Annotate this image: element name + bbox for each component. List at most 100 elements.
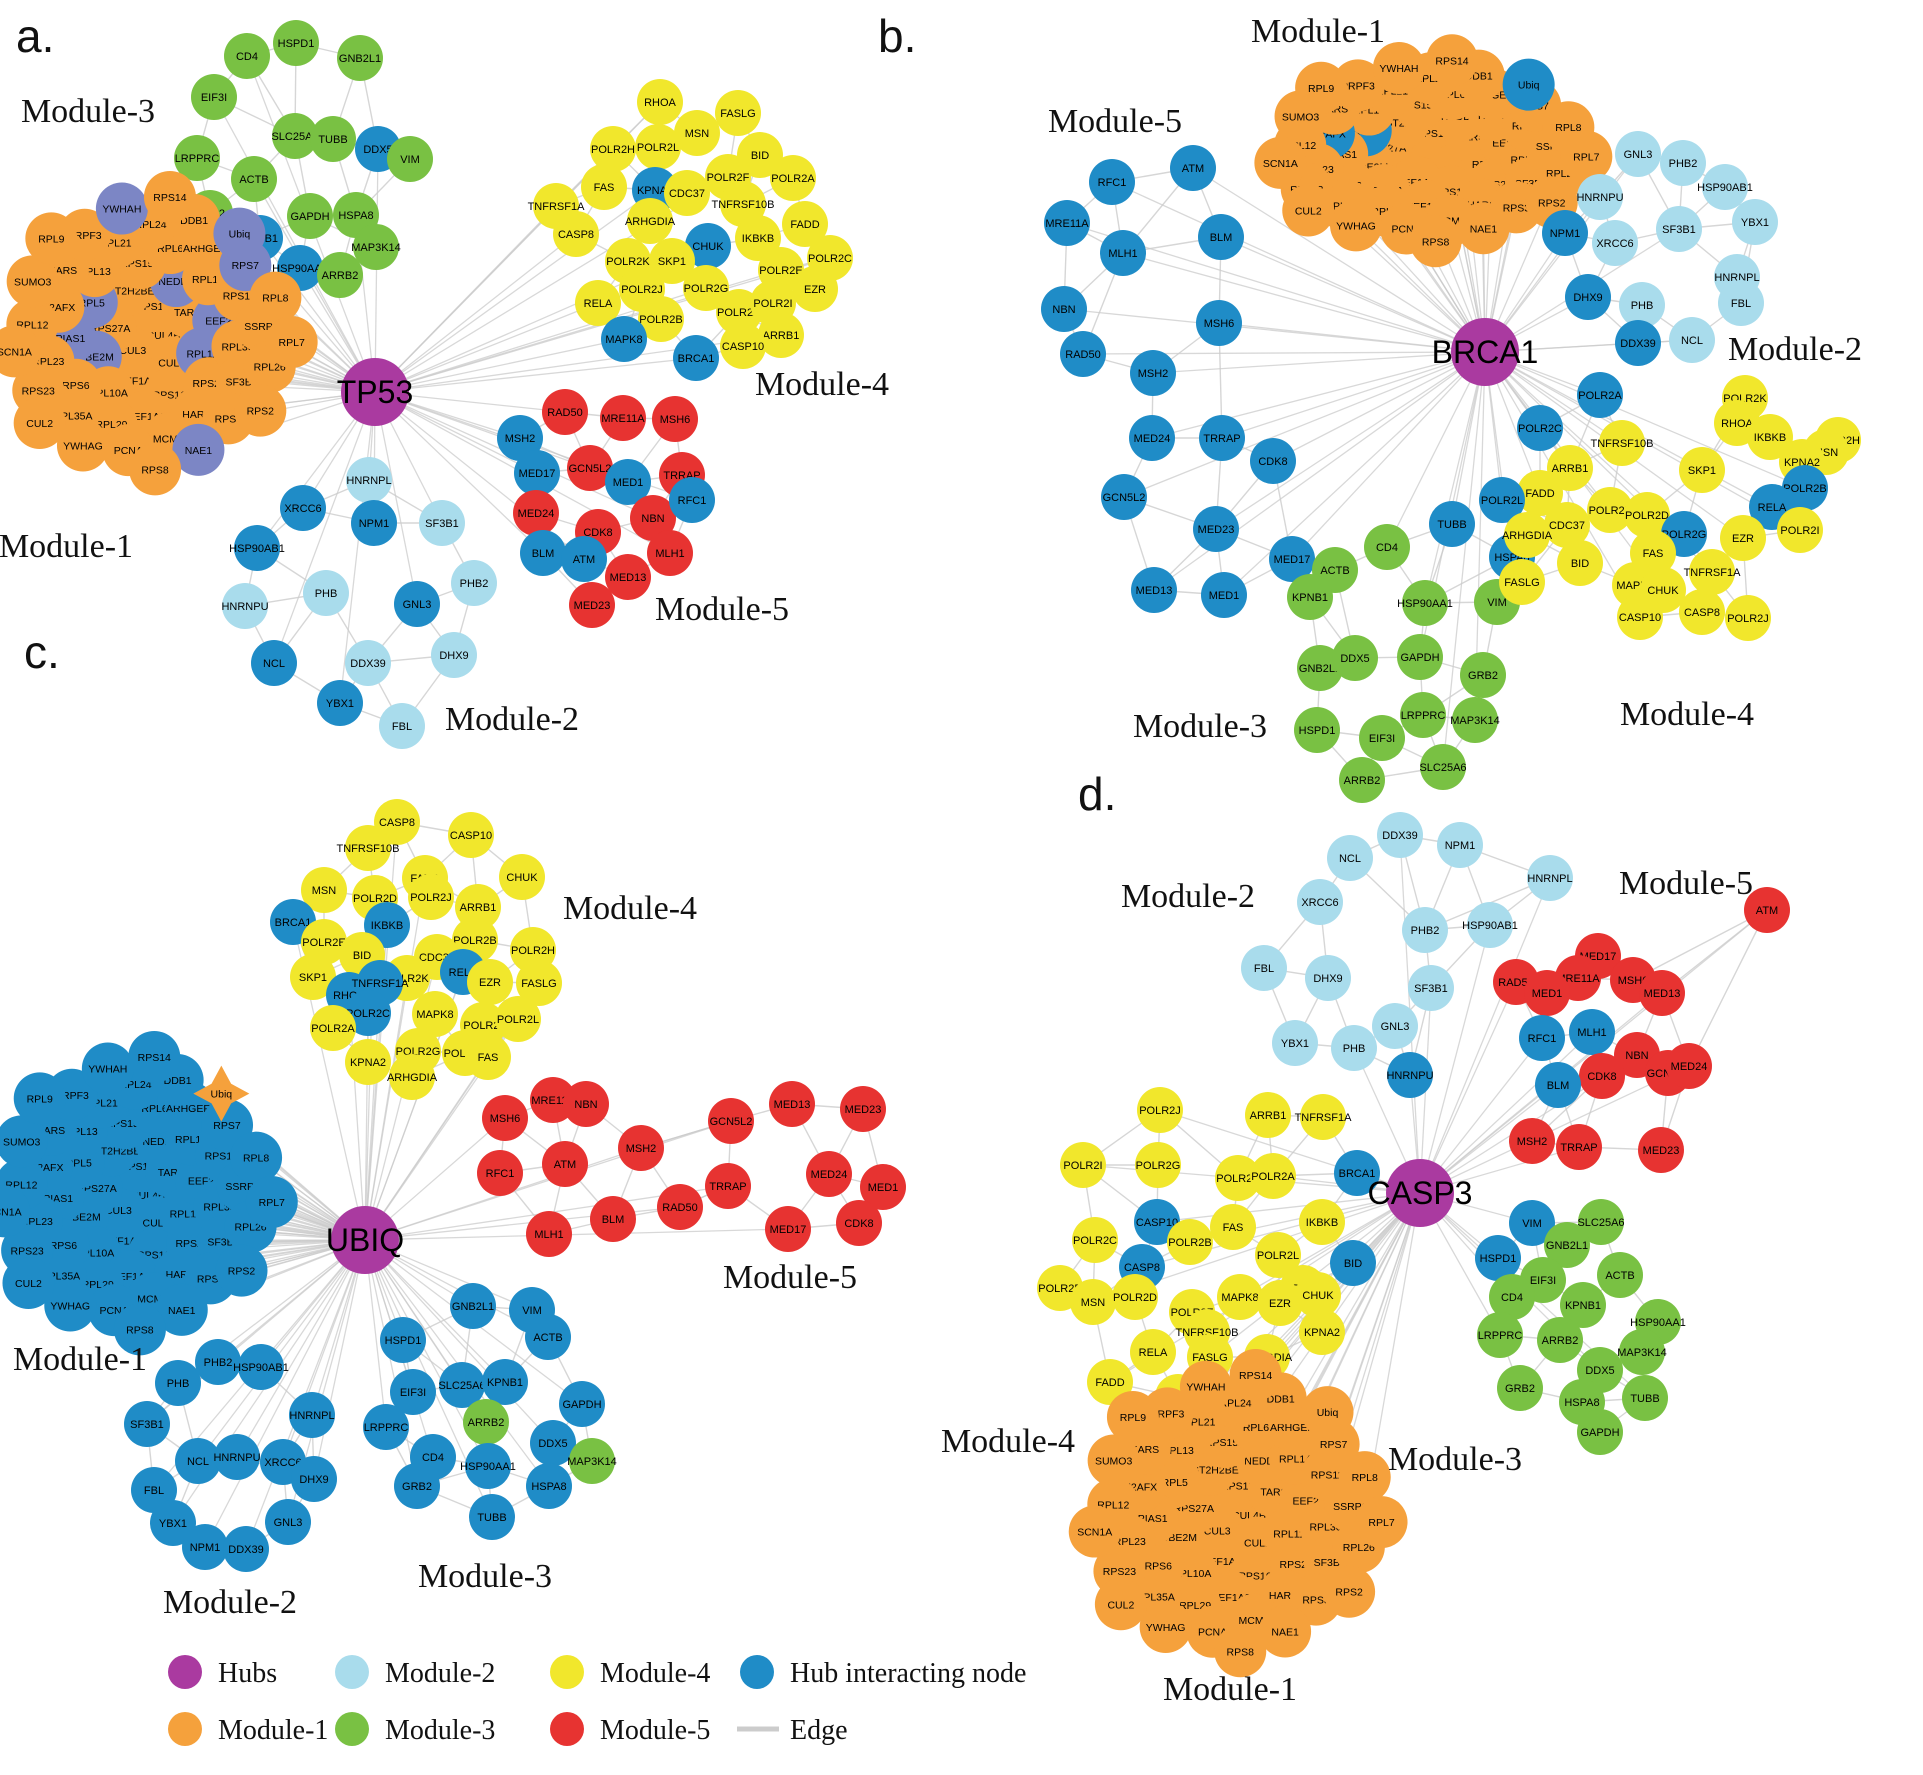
node-label-POLR2L: POLR2L bbox=[1481, 495, 1523, 507]
node-RPS2 bbox=[1323, 1565, 1376, 1618]
node-IKBKB bbox=[1299, 1199, 1345, 1245]
node-label-XRCC6: XRCC6 bbox=[264, 1457, 301, 1469]
node-label-POLR2F: POLR2F bbox=[707, 172, 750, 184]
node-label-GRB2: GRB2 bbox=[1505, 1383, 1535, 1395]
node-SUMO3 bbox=[1087, 1434, 1140, 1487]
node-MSH2 bbox=[618, 1125, 664, 1171]
node-label-YWHAH: YWHAH bbox=[88, 1064, 127, 1076]
node-label-TUBB: TUBB bbox=[477, 1512, 506, 1524]
node-label-VIM: VIM bbox=[1487, 597, 1507, 609]
legend-label: Hubs bbox=[218, 1658, 277, 1689]
node-label-POLR2G: POLR2G bbox=[684, 283, 729, 295]
node-label-DDX5: DDX5 bbox=[363, 144, 392, 156]
hub-edge bbox=[364, 1239, 418, 1487]
node-label-MAP3K14: MAP3K14 bbox=[1617, 1347, 1667, 1359]
hub-edge bbox=[204, 1239, 366, 1548]
node-RPL7 bbox=[265, 315, 318, 368]
node-label-HNRNPL: HNRNPL bbox=[1527, 873, 1572, 885]
node-label-FBL: FBL bbox=[392, 721, 412, 733]
node-label-RPL14: RPL14 bbox=[1279, 1453, 1311, 1465]
node-label-RPS11: RPS11 bbox=[1311, 1470, 1344, 1482]
node-DDX39 bbox=[1377, 812, 1423, 858]
node-label-SCN1A: SCN1A bbox=[0, 1206, 22, 1218]
node-TRRAP bbox=[1556, 1124, 1602, 1170]
node-label-PHB: PHB bbox=[1631, 300, 1654, 312]
hub-edge bbox=[374, 302, 599, 393]
node-label-TUBB: TUBB bbox=[1437, 519, 1466, 531]
hub-edge bbox=[1239, 1192, 1421, 1298]
node-label-HSPD1: HSPD1 bbox=[278, 38, 315, 50]
node-label-RPL26: RPL26 bbox=[254, 362, 286, 374]
node-PHB bbox=[303, 570, 349, 616]
node-label-POLR2D: POLR2D bbox=[717, 307, 761, 319]
node-MED1 bbox=[1201, 572, 1247, 618]
node-label-RPL8: RPL8 bbox=[1555, 122, 1581, 134]
node-label-ARRB1: ARRB1 bbox=[1552, 463, 1589, 475]
hub-edge bbox=[1221, 351, 1486, 439]
node-label-MED24: MED24 bbox=[811, 1169, 848, 1181]
node-POLR2J bbox=[1137, 1087, 1183, 1133]
node-label-MED13: MED13 bbox=[774, 1099, 811, 1111]
node-FAS bbox=[581, 164, 627, 210]
node-ARHGDIA bbox=[627, 198, 673, 244]
node-label-YWHAG: YWHAG bbox=[63, 440, 103, 452]
node-PHB2 bbox=[451, 560, 497, 606]
node-label-GNB2L1: GNB2L1 bbox=[339, 53, 381, 65]
node-label-POLR2D: POLR2D bbox=[1113, 1292, 1157, 1304]
node-label-NBN: NBN bbox=[1052, 304, 1075, 316]
node-label-MED17: MED17 bbox=[519, 468, 556, 480]
node-label-ACTB: ACTB bbox=[1605, 1270, 1634, 1282]
node-POLR2J bbox=[408, 874, 454, 920]
node-label-RPS14: RPS14 bbox=[138, 1052, 171, 1064]
node-label-GNL3: GNL3 bbox=[1624, 149, 1653, 161]
node-MSN bbox=[1070, 1279, 1116, 1325]
node-label-FAS: FAS bbox=[1643, 548, 1664, 560]
node-RPL9 bbox=[1106, 1390, 1159, 1443]
node-label-TRRAP: TRRAP bbox=[1203, 433, 1240, 445]
node-label-BRCA1: BRCA1 bbox=[275, 917, 312, 929]
node-label-BID: BID bbox=[751, 150, 769, 162]
node-label-MED23: MED23 bbox=[574, 600, 611, 612]
node-label-RFC1: RFC1 bbox=[1098, 177, 1127, 189]
module-name-label: Module-1 bbox=[1163, 1671, 1297, 1708]
node-RPS2 bbox=[234, 384, 287, 437]
node-label-ACTB: ACTB bbox=[239, 174, 268, 186]
node-label-RPS14: RPS14 bbox=[1239, 1370, 1272, 1382]
node-label-POLR2H: POLR2H bbox=[591, 144, 635, 156]
node-label-RFC1: RFC1 bbox=[486, 1168, 515, 1180]
node-label-HSP90AA1: HSP90AA1 bbox=[1630, 1317, 1686, 1329]
node-NBN bbox=[1041, 286, 1087, 332]
node-label-KPNB1: KPNB1 bbox=[1565, 1300, 1601, 1312]
node-EZR bbox=[1720, 515, 1766, 561]
hub-edge bbox=[1424, 351, 1486, 604]
node-label-SLC25A6: SLC25A6 bbox=[1577, 1217, 1624, 1229]
node-CD4 bbox=[1364, 524, 1410, 570]
edge bbox=[1688, 909, 1768, 1067]
node-label-ARRB2: ARRB2 bbox=[1344, 775, 1381, 787]
node-label-DHX9: DHX9 bbox=[1313, 973, 1342, 985]
node-GNL3 bbox=[1372, 1003, 1418, 1049]
node-EZR bbox=[467, 959, 513, 1005]
node-LRPPRC bbox=[1477, 1312, 1523, 1358]
node-label-MED13: MED13 bbox=[1136, 585, 1173, 597]
node-label-SUMO3: SUMO3 bbox=[3, 1136, 41, 1148]
node-MSH2 bbox=[1509, 1118, 1555, 1164]
node-label-HSPA8: HSPA8 bbox=[338, 210, 373, 222]
node-label-MSN: MSN bbox=[1081, 1297, 1106, 1309]
module-name-label: Module-3 bbox=[1133, 708, 1267, 745]
node-RFC1 bbox=[477, 1150, 523, 1196]
node-POLR2J bbox=[1725, 595, 1771, 641]
node-label-MSN: MSN bbox=[312, 885, 337, 897]
node-label-ARHGDIA: ARHGDIA bbox=[625, 216, 676, 228]
node-GRB2 bbox=[1460, 652, 1506, 698]
node-label-EZR: EZR bbox=[804, 284, 826, 296]
node-label-DDX39: DDX39 bbox=[350, 658, 385, 670]
node-label-RPL8: RPL8 bbox=[262, 293, 288, 305]
node-label-FADD: FADD bbox=[1525, 488, 1554, 500]
node-HNRNPU bbox=[222, 583, 268, 629]
node-HSPA8 bbox=[526, 1463, 572, 1509]
node-VIM bbox=[1509, 1200, 1555, 1246]
node-label-GCN5L2: GCN5L2 bbox=[1103, 492, 1146, 504]
module-name-label: Module-4 bbox=[755, 366, 889, 403]
node-label-TUBB: TUBB bbox=[1630, 1393, 1659, 1405]
